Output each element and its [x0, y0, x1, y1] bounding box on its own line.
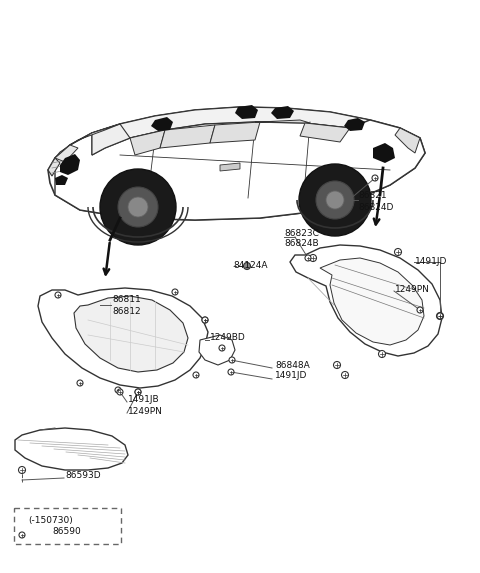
Circle shape [135, 389, 141, 395]
Circle shape [229, 357, 235, 363]
Text: (-150730): (-150730) [28, 516, 73, 524]
Polygon shape [55, 124, 120, 158]
Polygon shape [151, 117, 173, 131]
Text: 86823C: 86823C [284, 229, 319, 237]
Polygon shape [235, 105, 258, 119]
Circle shape [115, 387, 121, 393]
Polygon shape [373, 143, 395, 163]
Polygon shape [55, 145, 78, 162]
Circle shape [193, 372, 199, 378]
Polygon shape [255, 120, 310, 123]
Circle shape [326, 191, 344, 209]
Circle shape [19, 466, 25, 473]
Polygon shape [55, 120, 425, 220]
Polygon shape [199, 335, 235, 365]
Circle shape [436, 312, 444, 320]
Circle shape [135, 389, 141, 395]
Polygon shape [395, 128, 420, 153]
Text: 84124A: 84124A [233, 261, 267, 269]
Polygon shape [60, 154, 80, 175]
Circle shape [100, 169, 176, 245]
Polygon shape [48, 107, 425, 220]
Text: 1249PN: 1249PN [395, 285, 430, 295]
Polygon shape [300, 123, 350, 142]
Polygon shape [160, 125, 215, 148]
Circle shape [334, 362, 340, 368]
Circle shape [341, 371, 348, 379]
Polygon shape [38, 288, 208, 388]
Text: 1249PN: 1249PN [128, 406, 163, 415]
Circle shape [228, 369, 234, 375]
Text: 1491JD: 1491JD [415, 257, 447, 265]
Text: 86590: 86590 [52, 527, 81, 536]
Circle shape [372, 175, 378, 181]
Circle shape [395, 249, 401, 256]
Circle shape [117, 389, 123, 395]
Polygon shape [130, 130, 165, 155]
Polygon shape [74, 296, 188, 372]
Circle shape [310, 254, 316, 261]
Polygon shape [92, 124, 130, 155]
Text: 86824B: 86824B [284, 240, 319, 249]
Circle shape [316, 181, 354, 219]
Circle shape [305, 255, 311, 261]
Text: 86848A: 86848A [275, 360, 310, 370]
Circle shape [172, 289, 178, 295]
Circle shape [219, 345, 225, 351]
Text: 86824D: 86824D [358, 202, 394, 211]
Polygon shape [220, 163, 240, 171]
Circle shape [55, 292, 61, 298]
Polygon shape [92, 107, 370, 155]
Polygon shape [344, 118, 365, 131]
Polygon shape [290, 245, 442, 356]
Text: 1491JD: 1491JD [275, 371, 307, 380]
Circle shape [417, 307, 423, 313]
Circle shape [202, 317, 208, 323]
Polygon shape [55, 175, 68, 185]
Polygon shape [48, 158, 60, 176]
FancyBboxPatch shape [14, 508, 121, 544]
Polygon shape [320, 258, 424, 345]
Circle shape [379, 351, 385, 358]
Text: 86811: 86811 [112, 296, 141, 304]
Circle shape [77, 380, 83, 386]
Circle shape [437, 313, 443, 319]
Polygon shape [210, 122, 260, 143]
Polygon shape [271, 106, 294, 119]
Text: 86593D: 86593D [65, 470, 101, 480]
Circle shape [299, 164, 371, 236]
Circle shape [19, 532, 25, 538]
Polygon shape [15, 428, 128, 470]
Text: 86812: 86812 [112, 307, 141, 316]
Text: 1249BD: 1249BD [210, 332, 246, 342]
Circle shape [243, 262, 251, 269]
Circle shape [118, 187, 158, 227]
Circle shape [202, 317, 208, 323]
Circle shape [128, 197, 148, 217]
Text: 1491JB: 1491JB [128, 395, 160, 405]
Text: 86821: 86821 [358, 191, 386, 201]
